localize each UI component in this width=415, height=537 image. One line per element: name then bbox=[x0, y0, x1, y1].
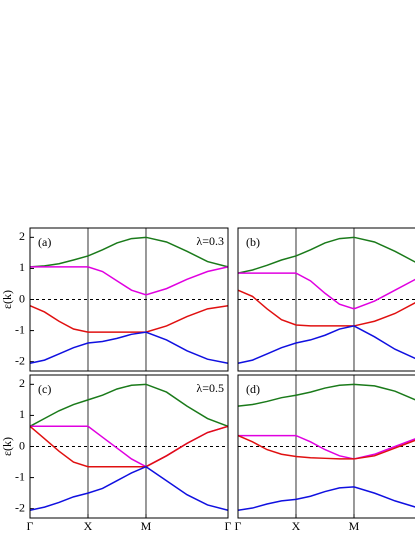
plot-frame bbox=[237, 227, 415, 372]
panel-label: (a) bbox=[38, 235, 51, 249]
band-line bbox=[238, 272, 415, 310]
annotation: λ=0.3 bbox=[196, 234, 224, 248]
y-tick-label: 2 bbox=[19, 229, 25, 243]
y-axis-label: ε(k) bbox=[0, 437, 14, 456]
annotation: λ=0.5 bbox=[196, 381, 224, 395]
band-line bbox=[237, 236, 415, 274]
band-line bbox=[29, 331, 229, 364]
plot-frame bbox=[29, 227, 229, 372]
band-line bbox=[237, 289, 415, 327]
y-tick-label: 1 bbox=[19, 260, 25, 274]
x-tick-label: X bbox=[84, 519, 93, 533]
plot-frame bbox=[237, 374, 415, 519]
y-axis-label: ε(k) bbox=[0, 290, 14, 309]
x-tick-label: X bbox=[292, 519, 301, 533]
panel-label: (b) bbox=[246, 235, 260, 249]
y-tick-label: -2 bbox=[15, 500, 25, 514]
x-tick-label: M bbox=[141, 519, 152, 533]
band-line bbox=[237, 434, 415, 460]
panel-label: (c) bbox=[38, 382, 51, 396]
y-tick-label: 0 bbox=[19, 438, 25, 452]
x-tick-label: Γ bbox=[235, 519, 242, 533]
y-tick-label: -1 bbox=[15, 469, 25, 483]
y-tick-label: 2 bbox=[19, 376, 25, 390]
x-tick-label: M bbox=[349, 519, 360, 533]
band-line bbox=[237, 486, 415, 511]
band-line bbox=[29, 465, 229, 511]
x-tick-label: Γ bbox=[225, 519, 232, 533]
y-tick-label: -1 bbox=[15, 322, 25, 336]
plot-frame bbox=[29, 374, 229, 519]
band-line bbox=[29, 383, 229, 427]
band-line bbox=[30, 266, 229, 296]
y-tick-label: -2 bbox=[15, 353, 25, 367]
panel-label: (d) bbox=[246, 382, 260, 396]
band-line bbox=[29, 304, 229, 333]
band-line bbox=[237, 383, 415, 407]
band-line bbox=[237, 325, 415, 364]
band-line bbox=[29, 425, 229, 468]
y-tick-label: 0 bbox=[19, 291, 25, 305]
band-line bbox=[29, 236, 229, 268]
y-tick-label: 1 bbox=[19, 407, 25, 421]
band-line bbox=[238, 434, 415, 460]
x-tick-label: Γ bbox=[27, 519, 34, 533]
